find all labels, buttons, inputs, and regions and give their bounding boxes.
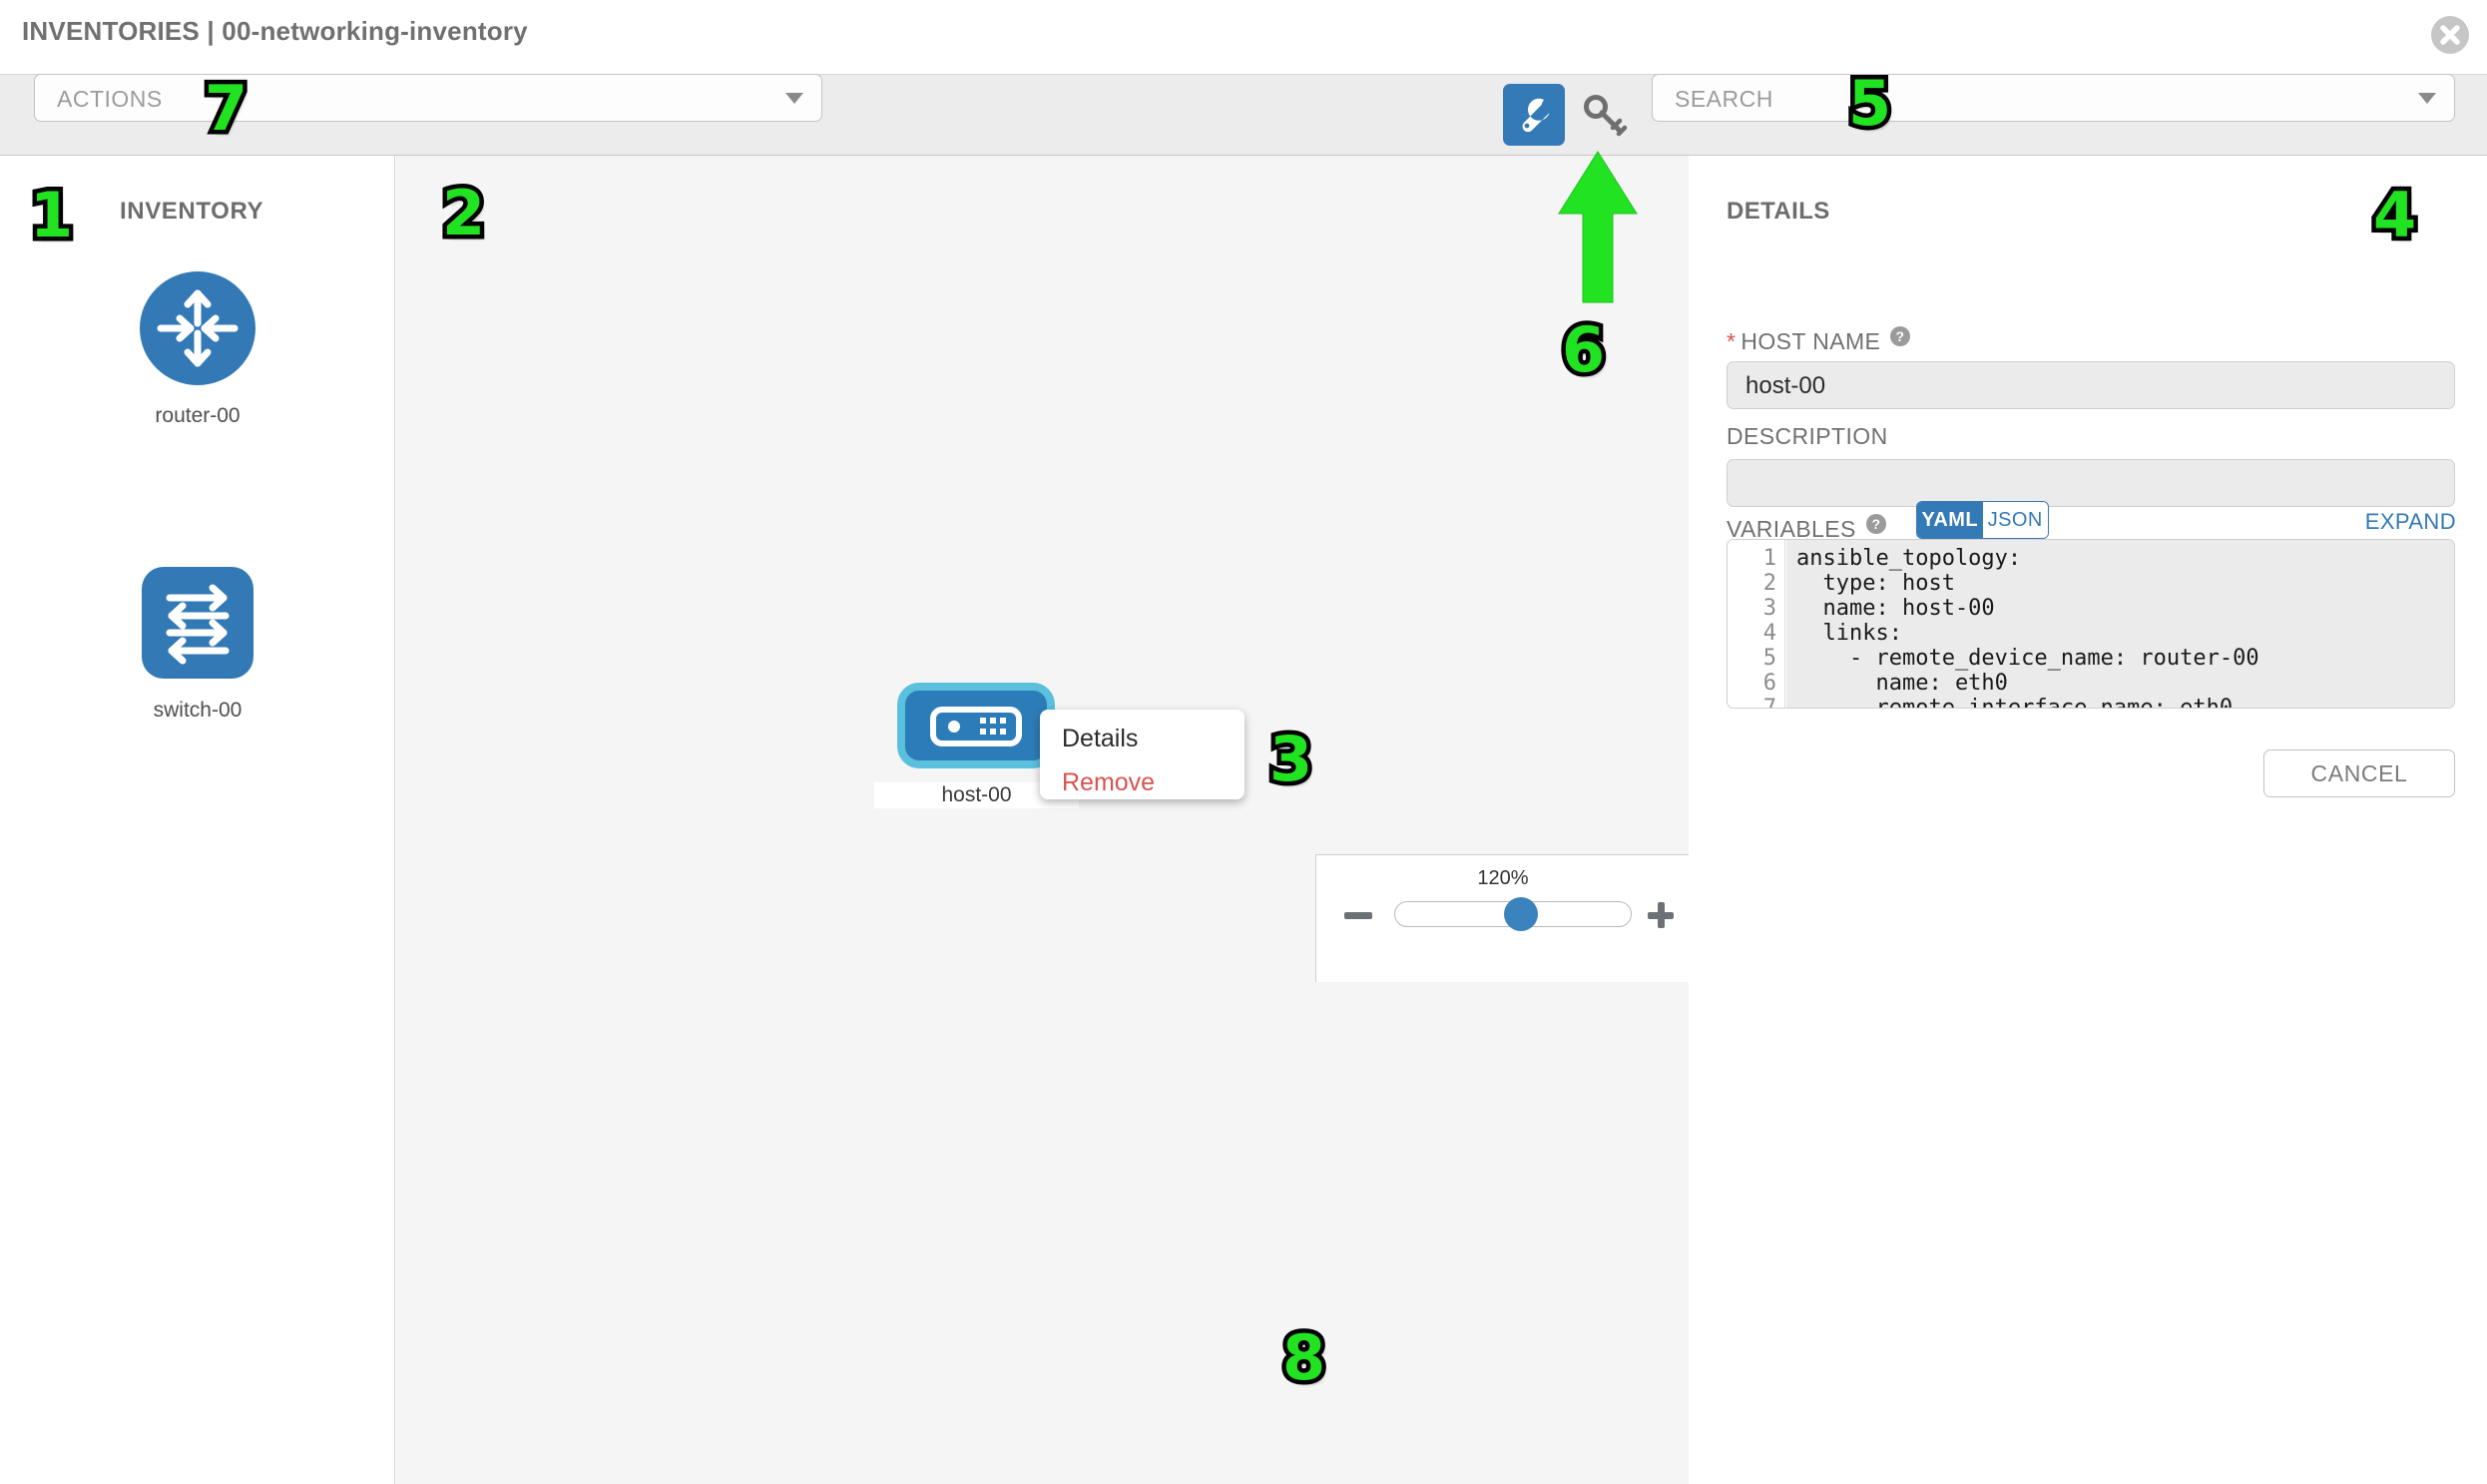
description-label: DESCRIPTION	[1727, 423, 1888, 449]
topology-node-host[interactable]	[897, 683, 1055, 768]
sidebar-item-switch[interactable]: switch-00	[98, 564, 297, 723]
variables-code-editor[interactable]: 1 2 3 4 5 6 7 ansible_topology: type: ho…	[1727, 539, 2455, 709]
context-menu-item-details[interactable]: Details	[1062, 725, 1139, 752]
server-icon	[930, 707, 1022, 751]
host-name-label-text: HOST NAME	[1741, 328, 1881, 354]
svg-text:?: ?	[1871, 516, 1880, 532]
question-circle-icon[interactable]: ?	[1865, 513, 1887, 541]
code-line: name: eth0	[1796, 671, 2008, 696]
code-line: type: host	[1796, 571, 1955, 596]
close-icon[interactable]	[2431, 16, 2469, 54]
tab-yaml[interactable]: YAML	[1917, 502, 1983, 538]
chevron-down-icon	[785, 93, 803, 104]
window-header: INVENTORIES | 00-networking-inventory	[0, 0, 2487, 74]
page-title: INVENTORIES | 00-networking-inventory	[22, 16, 528, 46]
details-title: DETAILS	[1727, 198, 1830, 225]
code-line-number-gutter: 1 2 3 4 5 6 7	[1728, 540, 1785, 708]
host-name-label: * HOST NAME?	[1727, 325, 1911, 355]
router-icon	[140, 271, 255, 385]
close-glyph	[2440, 25, 2460, 45]
details-panel: DETAILS * HOST NAME? host-00 DESCRIPTION …	[1690, 156, 2487, 1484]
search-input[interactable]: SEARCH	[1652, 74, 2455, 122]
node-selection-ring	[897, 683, 1055, 768]
question-circle-icon[interactable]: ?	[1889, 325, 1911, 353]
variables-label: VARIABLES?	[1727, 513, 1887, 543]
code-line: ansible_topology:	[1796, 546, 2022, 571]
description-field[interactable]	[1727, 459, 2455, 507]
zoom-control-panel: 120%	[1315, 854, 1689, 982]
node-context-menu[interactable]: Details Remove	[1040, 710, 1244, 799]
line-number: 1	[1762, 546, 1776, 571]
variables-format-toggle[interactable]: YAML JSON	[1916, 501, 2049, 539]
topology-canvas[interactable]: host-00 Details Remove 120%	[396, 156, 1689, 1484]
context-menu-item-remove[interactable]: Remove	[1062, 768, 1156, 796]
code-line: remote_interface_name: eth0	[1796, 696, 2234, 709]
sidebar-item-label: router-00	[155, 404, 241, 427]
zoom-level-label: 120%	[1477, 867, 1529, 889]
code-line: name: host-00	[1796, 596, 1995, 621]
line-number: 3	[1762, 596, 1776, 621]
switch-icon	[142, 567, 253, 679]
svg-text:?: ?	[1896, 328, 1905, 344]
cancel-button[interactable]: CANCEL	[2263, 749, 2455, 797]
code-line: - remote_device_name: router-00	[1796, 646, 2259, 671]
chevron-down-icon	[2418, 93, 2436, 104]
required-marker: *	[1727, 328, 1737, 354]
tab-json[interactable]: JSON	[1982, 502, 2048, 538]
actions-dropdown[interactable]: ACTIONS	[34, 74, 822, 122]
wrench-icon	[1522, 98, 1550, 133]
code-content[interactable]: ansible_topology: type: host name: host-…	[1786, 540, 2454, 708]
line-number: 5	[1762, 646, 1776, 671]
key-button[interactable]	[1577, 88, 1631, 142]
zoom-out-button[interactable]	[1344, 912, 1372, 919]
expand-link[interactable]: EXPAND	[2364, 509, 2456, 534]
host-name-field[interactable]: host-00	[1727, 361, 2455, 409]
sidebar-item-label: switch-00	[153, 699, 243, 722]
line-number: 6	[1762, 671, 1776, 696]
zoom-in-button[interactable]	[1648, 902, 1674, 928]
wrench-button[interactable]	[1503, 84, 1565, 146]
sidebar-title: INVENTORY	[120, 198, 264, 225]
variables-label-text: VARIABLES	[1727, 516, 1856, 542]
code-line: links:	[1796, 621, 1902, 646]
line-number: 4	[1762, 621, 1776, 646]
line-number: 7	[1762, 696, 1776, 709]
key-icon	[1584, 95, 1628, 137]
sidebar-item-router[interactable]: router-00	[98, 269, 297, 428]
zoom-slider-thumb[interactable]	[1504, 897, 1538, 931]
line-number: 2	[1762, 571, 1776, 596]
search-placeholder: SEARCH	[1675, 86, 1773, 112]
host-name-value: host-00	[1745, 372, 1826, 399]
actions-placeholder: ACTIONS	[57, 86, 163, 112]
